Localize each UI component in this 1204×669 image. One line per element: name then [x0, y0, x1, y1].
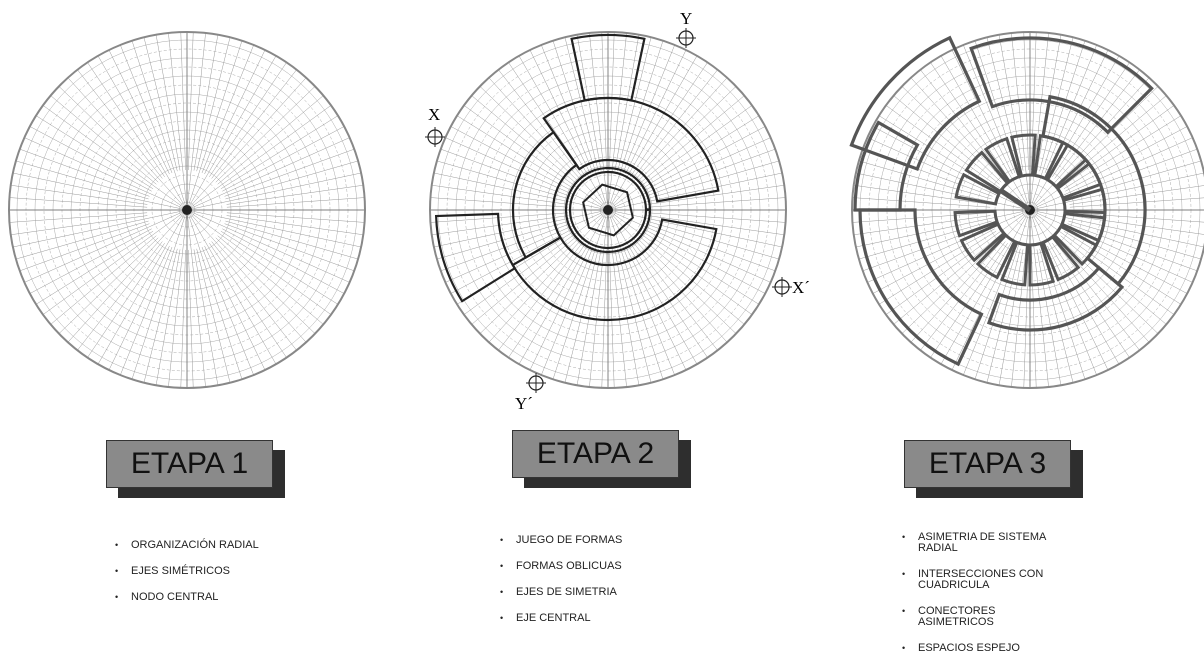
bullet: ESPACIOS ESPEJO — [918, 643, 1058, 654]
bullet-list: ORGANIZACIÓN RADIAL EJES SIMÉTRICOS NODO C… — [113, 540, 281, 618]
bullet: JUEGO DE FORMAS — [516, 535, 666, 546]
bullet: FORMAS OBLICUAS — [516, 561, 666, 572]
stage-title: ETAPA 1 — [106, 440, 273, 488]
axis-label: X´ — [792, 278, 810, 297]
stage-title: ETAPA 2 — [512, 430, 679, 478]
bullet: INTERSECCIONES CON CUADRICULA — [918, 569, 1058, 591]
bullet: CONECTORES ASIMETRICOS — [918, 606, 1058, 628]
bullet-list: JUEGO DE FORMAS FORMAS OBLICUAS EJES DE SI… — [498, 535, 666, 639]
axis-label: Y — [680, 9, 692, 28]
bullet: NODO CENTRAL — [131, 592, 281, 603]
bullet: EJES DE SIMETRIA — [516, 587, 666, 598]
bullet: EJE CENTRAL — [516, 613, 666, 624]
bullet: ORGANIZACIÓN RADIAL — [131, 540, 281, 551]
node — [182, 205, 192, 215]
page: X Y X´ Y´ ETAPA 1 ETAPA 2 ETAPA 3 ORGANI… — [0, 0, 1204, 666]
axis-label: Y´ — [515, 394, 533, 413]
bullet-list: ASIMETRIA DE SISTEMA RADIAL INTERSECCIONE… — [900, 532, 1058, 669]
bullet: EJES SIMÉTRICOS — [131, 566, 281, 577]
stage-title: ETAPA 3 — [904, 440, 1071, 488]
axis-label: X — [428, 105, 440, 124]
node — [603, 205, 613, 215]
bullet: ASIMETRIA DE SISTEMA RADIAL — [918, 532, 1058, 554]
